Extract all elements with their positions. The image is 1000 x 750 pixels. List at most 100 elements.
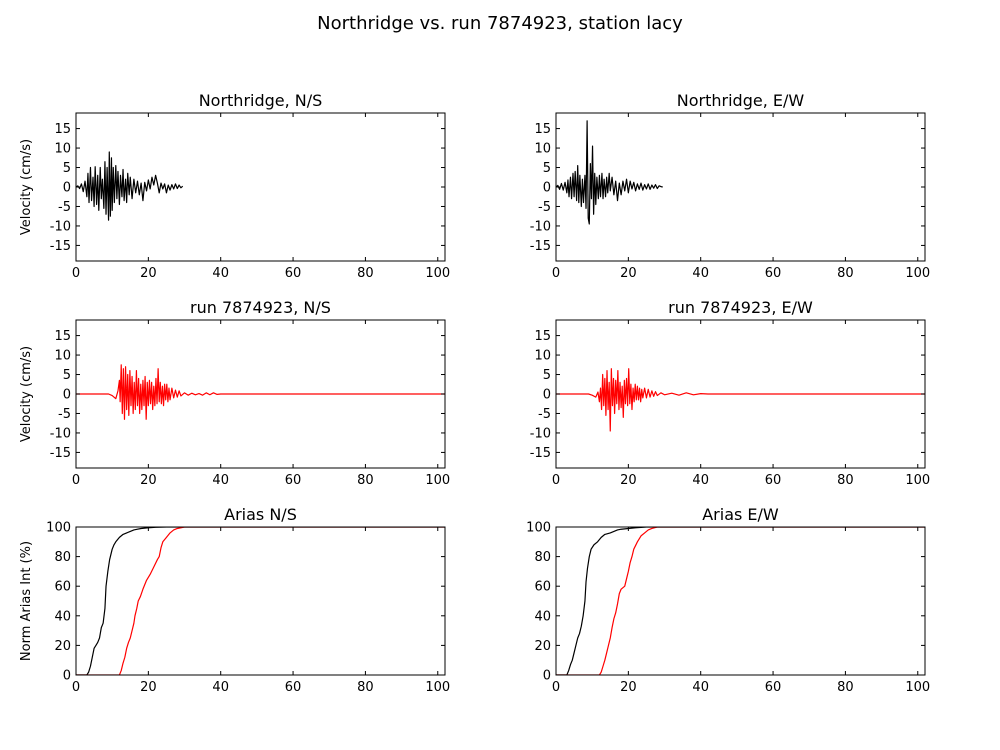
plot-frame [555, 526, 926, 676]
x-tick-label: 80 [357, 266, 374, 281]
x-tick-label: 60 [765, 680, 782, 695]
y-tick-label: -10 [530, 219, 551, 234]
panel-vel-sim-ew: run 7874923, E/W 0 20 40 60 80 100 15 10 5 0 -5 -10… [530, 298, 930, 488]
y-tick-label: -15 [530, 446, 551, 461]
panel-title: run 7874923, E/W [668, 298, 813, 317]
x-tick-label: 60 [765, 266, 782, 281]
y-tick-label: 80 [54, 550, 71, 565]
x-tick-label: 20 [140, 680, 157, 695]
y-tick-label: 10 [54, 142, 71, 157]
x-tick-label: 80 [357, 473, 374, 488]
y-axis-label: Velocity (cm/s) [19, 139, 34, 235]
y-tick-label: 15 [534, 122, 551, 137]
y-tick-label: -10 [530, 426, 551, 441]
y-tick-label: 0 [543, 181, 551, 196]
y-tick-label: 10 [54, 349, 71, 364]
x-tick-label: 100 [905, 680, 930, 695]
x-tick-label: 0 [72, 266, 80, 281]
y-axis-label: Velocity (cm/s) [19, 346, 34, 442]
x-tick-label: 20 [140, 266, 157, 281]
x-tick-label: 60 [285, 473, 302, 488]
x-tick-label: 100 [425, 266, 450, 281]
panel-title: Northridge, N/S [199, 91, 323, 110]
x-tick-label: 20 [140, 473, 157, 488]
panel-vel-obs-ns: Northridge, N/S Velocity (cm/s) 0 20 40 60 8… [19, 91, 450, 281]
x-tick-label: 20 [620, 473, 637, 488]
panel-arias-ew: Arias E/W 0 20 40 60 80 100 100 80 60 40 20 0 [526, 505, 930, 695]
panel-vel-sim-ns: run 7874923, N/S Velocity (cm/s) 0 20 40 60… [19, 298, 450, 488]
plot-frame [75, 526, 446, 676]
panel-title: Arias E/W [702, 505, 779, 524]
x-tick-label: 40 [212, 473, 229, 488]
x-tick-label: 0 [552, 266, 560, 281]
x-tick-label: 80 [357, 680, 374, 695]
y-tick-label: 15 [534, 329, 551, 344]
x-tick-label: 0 [72, 680, 80, 695]
y-tick-label: -5 [58, 200, 71, 215]
y-tick-label: 80 [534, 550, 551, 565]
figure-title: Northridge vs. run 7874923, station lacy [317, 13, 683, 34]
x-tick-label: 40 [692, 680, 709, 695]
x-tick-label: 40 [212, 680, 229, 695]
x-tick-label: 80 [837, 266, 854, 281]
y-tick-label: -15 [530, 239, 551, 254]
x-tick-label: 20 [620, 680, 637, 695]
series-line-1 [556, 368, 925, 432]
x-tick-label: 100 [905, 473, 930, 488]
series-line-1 [76, 151, 184, 221]
y-tick-label: -15 [50, 446, 71, 461]
x-tick-label: 60 [765, 473, 782, 488]
x-tick-label: 60 [285, 266, 302, 281]
y-tick-label: 0 [63, 388, 71, 403]
y-tick-label: -10 [50, 219, 71, 234]
y-tick-label: 40 [54, 609, 71, 624]
y-tick-label: 10 [534, 349, 551, 364]
y-tick-label: 100 [46, 521, 71, 536]
series-line-1 [76, 527, 445, 675]
series-line-1 [556, 120, 663, 225]
x-tick-label: 40 [212, 266, 229, 281]
y-tick-label: -5 [58, 407, 71, 422]
y-tick-label: -5 [538, 200, 551, 215]
y-tick-label: 5 [543, 161, 551, 176]
y-tick-label: 15 [54, 329, 71, 344]
y-tick-label: -10 [50, 426, 71, 441]
y-axis-label: Norm Arias Int (%) [19, 541, 34, 661]
y-tick-label: 20 [54, 639, 71, 654]
y-tick-label: -5 [538, 407, 551, 422]
y-tick-label: -15 [50, 239, 71, 254]
x-tick-label: 100 [905, 266, 930, 281]
x-tick-label: 0 [72, 473, 80, 488]
y-tick-label: 5 [63, 368, 71, 383]
x-tick-label: 80 [837, 680, 854, 695]
x-tick-label: 0 [552, 473, 560, 488]
x-tick-label: 100 [425, 680, 450, 695]
y-tick-label: 60 [54, 580, 71, 595]
y-tick-label: 100 [526, 521, 551, 536]
x-tick-label: 40 [692, 266, 709, 281]
x-tick-label: 100 [425, 473, 450, 488]
series-line-1 [76, 364, 445, 420]
y-tick-label: 0 [543, 388, 551, 403]
panel-vel-obs-ew: Northridge, E/W 0 20 40 60 80 100 15 10 5 0 -5 -10 -… [530, 91, 930, 281]
y-tick-label: 5 [63, 161, 71, 176]
y-tick-label: 60 [534, 580, 551, 595]
x-tick-label: 60 [285, 680, 302, 695]
y-tick-label: 20 [534, 639, 551, 654]
y-tick-label: 5 [543, 368, 551, 383]
y-tick-label: 15 [54, 122, 71, 137]
panel-arias-ns: Arias N/S Norm Arias Int (%) 0 20 40 60 80 10… [19, 505, 450, 695]
y-tick-label: 0 [63, 181, 71, 196]
panel-title: run 7874923, N/S [190, 298, 331, 317]
series-line-1 [556, 527, 925, 675]
y-tick-label: 0 [543, 669, 551, 684]
x-tick-label: 80 [837, 473, 854, 488]
x-tick-label: 0 [552, 680, 560, 695]
series-line-2 [556, 527, 925, 675]
y-tick-label: 0 [63, 669, 71, 684]
x-tick-label: 40 [692, 473, 709, 488]
series-line-2 [76, 527, 445, 675]
y-tick-label: 10 [534, 142, 551, 157]
panel-title: Northridge, E/W [677, 91, 805, 110]
